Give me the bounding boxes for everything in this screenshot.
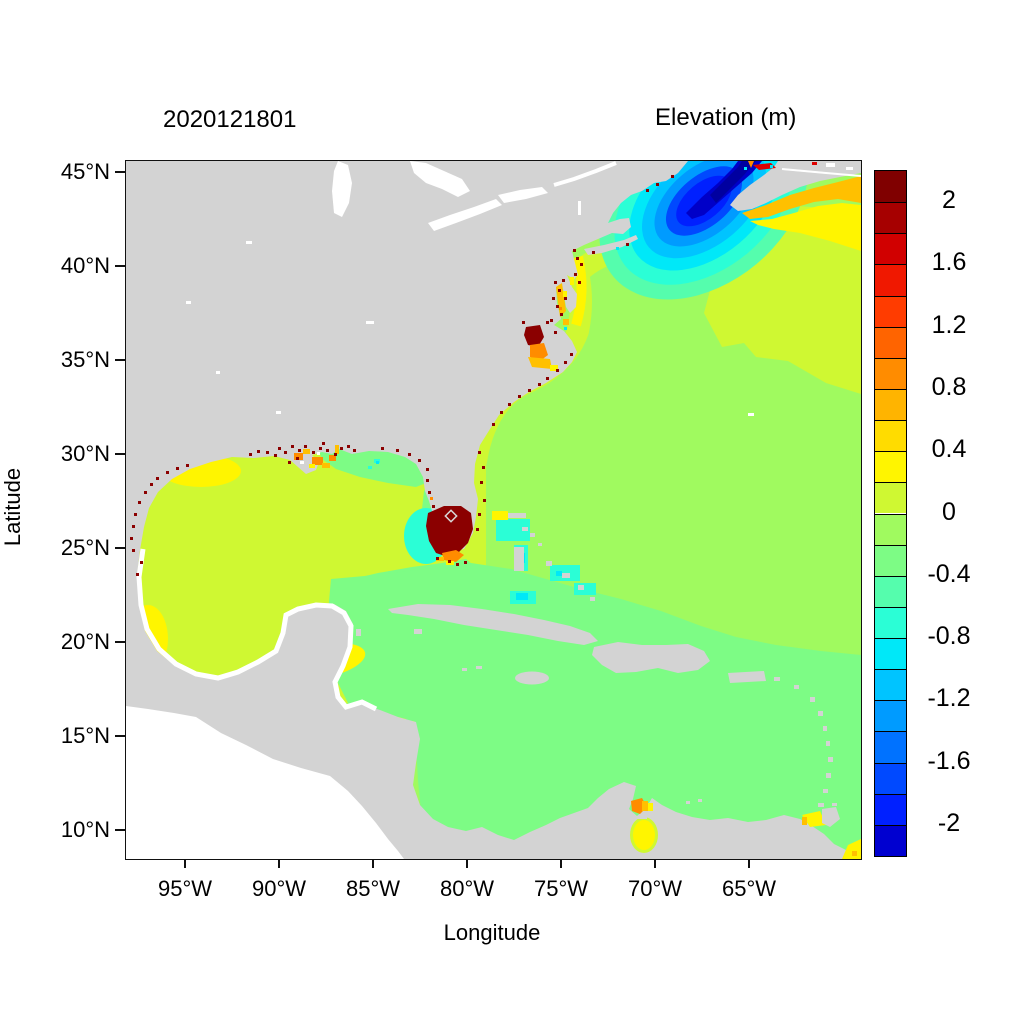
x-tick-label: 65°W [721,876,777,901]
y-tick-label: 45°N [60,159,110,184]
y-tick-mark [115,547,125,549]
hispaniola [592,642,710,673]
colorbar-segment [875,264,906,296]
lake-michigan [332,161,352,217]
colorbar-segment [875,388,906,421]
colorbar-tick-label: -1.6 [927,746,971,775]
x-tick-label: 95°W [157,876,213,901]
isla-juventud [414,629,422,634]
x-tick-mark [466,860,468,868]
white-strokes [136,161,861,712]
colorbar-segment [875,638,906,670]
gulf-of-paria-cluster [802,803,840,827]
y-tick-label: 25°N [60,535,110,560]
colorbar-tick-label: 1.2 [931,310,967,339]
x-tick-label: 80°W [439,876,495,901]
minas-basin-sliver [753,163,776,170]
colorbar-segment [875,233,906,265]
y-tick-label: 20°N [60,629,110,654]
lake-huron [410,161,470,197]
colorbar-tick-label: 0.4 [931,435,967,464]
x-tick-mark [278,860,280,868]
x-tick-mark [372,860,374,868]
lake-maracaibo-cluster [630,798,658,853]
colorbar-segment [875,606,906,639]
colorbar-segment [875,451,906,483]
run-id-title: 2020121801 [163,106,297,133]
colorbar-tick-label: -0.4 [927,559,971,588]
y-tick-label: 10°N [60,817,110,842]
colorbar-tick-label: -1.2 [927,684,971,713]
y-tick-mark [115,171,125,173]
field-title: Elevation (m) [655,104,797,131]
y-tick-label: 30°N [60,441,110,466]
x-tick-label: 85°W [345,876,401,901]
x-tick-label: 75°W [533,876,589,901]
colorbar-tick-label: 0.8 [931,372,967,401]
colorbar-segment [875,357,906,389]
lake-erie [428,199,502,231]
colorbar-tick-label: 1.6 [931,248,967,277]
y-tick-mark [115,359,125,361]
colorbar-segment [875,171,906,203]
colorbar-tick-label: -2 [937,808,961,837]
lake-ontario [498,187,548,203]
colorbar-segment [875,513,906,545]
colorbar-segment [875,824,906,856]
jamaica [515,671,549,685]
scotian-shelf-bands [742,176,861,251]
lake-okeechobee-outline [444,509,458,523]
north-america-landmass [126,161,861,859]
y-tick-label: 15°N [60,723,110,748]
long-island [584,235,638,255]
colorbar-segment [875,762,906,794]
pacific-ocean-white [126,706,404,859]
outside-mesh-layer [126,161,853,859]
colorbar-segment [875,420,906,452]
y-tick-mark [115,453,125,455]
st-lawrence-river [553,161,617,187]
mexico-coast-dry-fringe [136,548,378,712]
colorbar-segment [875,202,906,234]
y-tick-mark [115,265,125,267]
x-axis-title: Longitude [443,920,541,945]
y-tick-mark [115,641,125,643]
puerto-rico [728,671,766,683]
colorbar-segment [875,731,906,763]
colorbar-segment [875,326,906,358]
y-tick-mark [115,735,125,737]
colorbar-tick-label: -0.8 [927,622,971,651]
y-tick-mark [115,829,125,831]
colorbar-segment [875,793,906,825]
lesser-antilles [686,677,833,807]
colorbar-segment [875,482,906,514]
colorbar-tick-label: 0 [942,497,956,526]
colorbar [874,170,907,857]
colorbar-tick-label: 2 [942,186,956,215]
x-tick-label: 70°W [627,876,683,901]
colorbar-segment [875,575,906,607]
colorbar-segment [875,295,906,327]
bahamas-islands [508,513,595,601]
x-tick-label: 90°W [251,876,307,901]
map-panel [125,160,862,860]
x-tick-mark [748,860,750,868]
coastal-speckle-layer [130,165,773,576]
y-axis-title: Latitude [0,467,25,547]
trinidad [822,807,840,827]
x-tick-mark [654,860,656,868]
colorbar-segment [875,669,906,701]
pamlico-sound-cluster [524,325,560,371]
x-tick-mark [560,860,562,868]
colorbar-segment [875,544,906,576]
y-tick-label: 35°N [60,347,110,372]
cuba [388,604,598,645]
bermuda-speck [748,413,754,416]
y-tick-label: 40°N [60,253,110,278]
x-tick-mark [184,860,186,868]
map-canvas [126,161,861,859]
colorbar-segment [875,700,906,732]
